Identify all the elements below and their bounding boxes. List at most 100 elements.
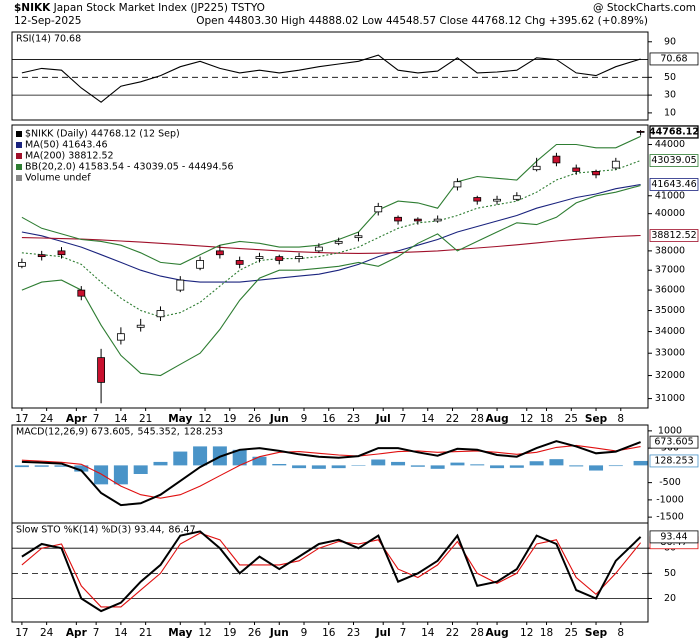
x-tick-label: 7 bbox=[93, 413, 100, 425]
x-tick-label: Aug bbox=[485, 627, 508, 639]
histogram-bar bbox=[509, 465, 524, 468]
x-tick-label: 14 bbox=[421, 413, 435, 425]
x-tick-label: 17 bbox=[15, 627, 28, 639]
series-line bbox=[21, 184, 641, 377]
value-tag-label: 44768.12 bbox=[649, 126, 699, 137]
x-tick-label: Sep bbox=[585, 413, 608, 425]
candle-body bbox=[116, 333, 125, 341]
candle-body bbox=[572, 167, 581, 172]
histogram-bar bbox=[371, 459, 386, 466]
candle-body bbox=[334, 240, 343, 244]
legend-label: BB(20,2.0) 41583.54 - 43039.05 - 44494.5… bbox=[25, 162, 234, 173]
histogram-bar bbox=[331, 465, 346, 469]
histogram-bar bbox=[173, 451, 188, 466]
candle-body bbox=[394, 216, 402, 222]
x-tick-label: 24 bbox=[40, 413, 54, 425]
legend-label: Volume undef bbox=[25, 173, 91, 184]
y-tick-label: 44000 bbox=[655, 139, 685, 150]
legend-label: 128.253 bbox=[184, 427, 223, 438]
value-tag bbox=[649, 52, 699, 66]
candle-body bbox=[493, 198, 501, 202]
x-tick-label: Jun bbox=[269, 413, 289, 425]
panel-frame bbox=[11, 124, 649, 409]
candle-body bbox=[77, 289, 86, 297]
x-tick-label: Jul bbox=[375, 627, 391, 639]
candle-body bbox=[636, 130, 645, 133]
candle-body bbox=[532, 165, 541, 171]
candle-body bbox=[592, 170, 600, 176]
quote: Open 44803.30 High 44888.02 Low 44548.57… bbox=[196, 15, 648, 27]
histogram-bar bbox=[193, 446, 208, 466]
x-tick-label: Apr bbox=[66, 413, 88, 425]
value-tag-label: 41643.46 bbox=[651, 179, 696, 190]
candle-body bbox=[136, 324, 145, 328]
x-tick-label: 22 bbox=[446, 413, 459, 425]
histogram-bar bbox=[391, 461, 406, 466]
value-tag-label: 128.253 bbox=[654, 455, 693, 466]
y-tick-label: 38000 bbox=[655, 245, 685, 256]
histogram-bar bbox=[113, 465, 128, 485]
x-tick-label: 25 bbox=[565, 413, 578, 425]
value-tag bbox=[649, 454, 699, 468]
series-line bbox=[21, 444, 641, 499]
x-tick-label: 25 bbox=[565, 627, 578, 639]
x-tick-label: 8 bbox=[617, 413, 624, 425]
candle-body bbox=[552, 155, 561, 164]
histogram-bar bbox=[549, 459, 564, 466]
legend-label: Slow STO %K(14) %D(3) 93.44, bbox=[16, 525, 164, 536]
x-tick-label: 12 bbox=[198, 627, 211, 639]
y-tick-label: -1000 bbox=[656, 494, 684, 505]
histogram-bar bbox=[529, 461, 544, 466]
histogram-bar bbox=[430, 465, 445, 469]
x-tick-label: 7 bbox=[93, 627, 100, 639]
legend-swatch bbox=[16, 131, 22, 137]
histogram-bar bbox=[14, 465, 29, 468]
x-tick-label: 9 bbox=[301, 627, 308, 639]
series-line bbox=[21, 159, 641, 318]
x-tick-label: 14 bbox=[114, 627, 128, 639]
candle-body bbox=[453, 181, 462, 188]
x-tick-label: 8 bbox=[617, 627, 624, 639]
legend-label: MA(50) 41643.46 bbox=[25, 140, 108, 151]
legend-swatch bbox=[16, 175, 22, 181]
histogram-bar bbox=[490, 465, 505, 469]
x-tick-label: 12 bbox=[520, 627, 533, 639]
legend-label: MACD(12,26,9) 673.605, bbox=[16, 427, 133, 438]
x-tick-label: 16 bbox=[322, 413, 336, 425]
panel-frame bbox=[11, 522, 649, 623]
date: 12-Sep-2025 bbox=[14, 15, 81, 27]
x-tick-label: 9 bbox=[301, 413, 308, 425]
histogram-bar bbox=[252, 456, 267, 466]
candle-body bbox=[17, 262, 26, 267]
histogram-bar bbox=[133, 465, 148, 474]
x-tick-label: 7 bbox=[400, 627, 407, 639]
y-tick-label: 40000 bbox=[655, 208, 685, 219]
candle-body bbox=[512, 195, 521, 200]
x-tick-label: 12 bbox=[520, 413, 533, 425]
x-tick-label: Aug bbox=[485, 413, 508, 425]
candle-body bbox=[97, 357, 105, 383]
y-tick-label: 34000 bbox=[655, 326, 685, 337]
x-tick-label: Sep bbox=[585, 627, 608, 639]
candle-body bbox=[176, 279, 185, 291]
value-tag-label: 43039.05 bbox=[651, 155, 696, 166]
x-tick-label: 28 bbox=[471, 413, 484, 425]
histogram-bar bbox=[608, 465, 623, 467]
histogram-bar bbox=[470, 464, 485, 466]
x-tick-label: 23 bbox=[347, 413, 360, 425]
candle-body bbox=[215, 250, 224, 256]
legend-label: 86.47 bbox=[168, 525, 195, 536]
candle-body bbox=[37, 254, 46, 258]
histogram-bar bbox=[292, 465, 307, 469]
x-tick-label: 19 bbox=[223, 413, 236, 425]
candle-body bbox=[275, 256, 284, 261]
legend-label: $NIKK (Daily) 44768.12 (12 Sep) bbox=[25, 129, 180, 140]
series-line bbox=[21, 54, 641, 103]
title: $NIKK Japan Stock Market Index (JP225) T… bbox=[14, 2, 265, 14]
candle-body bbox=[611, 160, 620, 169]
histogram-bar bbox=[311, 465, 326, 469]
candle-body bbox=[196, 260, 204, 269]
histogram-bar bbox=[74, 465, 89, 472]
value-tag-label: 673.605 bbox=[654, 437, 693, 448]
